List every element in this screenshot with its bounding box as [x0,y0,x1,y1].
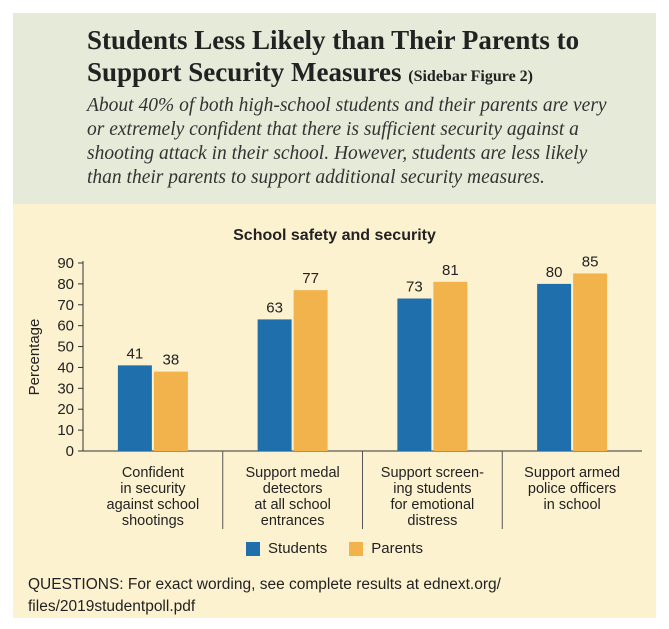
legend-label-parents: Parents [371,540,423,557]
y-tick-label: 60 [57,318,74,335]
legend-swatch-parents [349,541,364,556]
y-tick-label: 30 [57,380,74,397]
x-tick-label: Support screen- [381,465,484,481]
bar-parents [153,371,188,451]
page-title-line-2: Support Security Measures (Sidebar Figur… [87,57,533,92]
bar-students [257,319,292,451]
data-label: 77 [302,270,319,287]
figure-label: (Sidebar Figure 2) [408,68,533,85]
bar-parents [433,281,468,451]
y-axis-label: Percentage [26,319,43,396]
bar-parents [293,290,328,451]
subtitle: About 40% of both high-school students a… [87,94,647,190]
y-tick-label: 90 [57,255,74,272]
x-tick-label: against school [107,497,200,513]
subtitle-line: than their parents to support additional… [87,167,545,188]
x-tick-label: ing students [393,481,471,497]
legend-item-students: Students [246,540,327,557]
x-tick-label: distress [407,513,457,529]
bar-students [537,283,572,451]
footnote-line: QUESTIONS: For exact wording, see comple… [28,576,501,593]
y-tick-label: 20 [57,401,74,418]
data-label: 63 [266,299,283,316]
chart-title: School safety and security [233,227,436,244]
legend: Students Parents [0,540,669,557]
header-panel [13,13,656,204]
x-tick-label: Confident [122,465,184,481]
page-title-line-1: Students Less Likely than Their Parents … [87,25,580,55]
bar-students [397,298,432,451]
x-tick-label: in security [120,481,186,497]
x-tick-label: for emotional [390,497,474,513]
subtitle-line: About 40% of both high-school students a… [87,95,607,116]
y-tick-label: 40 [57,359,74,376]
data-label: 85 [582,253,599,270]
bar-students [117,365,152,451]
y-tick-label: 80 [57,276,74,293]
footnote-line: files/2019studentpoll.pdf [28,598,196,615]
subtitle-line: shooting attack in their school. However… [87,143,588,164]
x-tick-label: police officers [528,481,616,497]
data-label: 80 [546,264,563,281]
subtitle-line: or extremely confident that there is suf… [87,119,579,140]
legend-label-students: Students [268,540,328,557]
y-tick-label: 70 [57,297,74,314]
y-tick-label: 50 [57,339,74,356]
x-tick-label: Support armed [524,465,620,481]
bar-parents [573,273,608,451]
footnote: QUESTIONS: For exact wording, see comple… [28,574,648,618]
x-tick-label: Support medal [245,465,339,481]
x-tick-label: detectors [263,481,323,497]
x-tick-label: shootings [122,513,184,529]
data-label: 41 [127,345,144,362]
x-tick-label: in school [544,497,601,513]
page-title-text: Support Security Measures [87,57,402,87]
data-label: 38 [163,352,180,369]
y-tick-label: 0 [66,443,74,460]
legend-swatch-students [246,541,261,556]
x-tick-label: entrances [261,513,325,529]
x-tick-label: at all school [254,497,331,513]
y-tick-label: 10 [57,422,74,439]
data-label: 73 [406,279,423,296]
data-label: 81 [442,262,459,279]
legend-item-parents: Parents [349,540,423,557]
